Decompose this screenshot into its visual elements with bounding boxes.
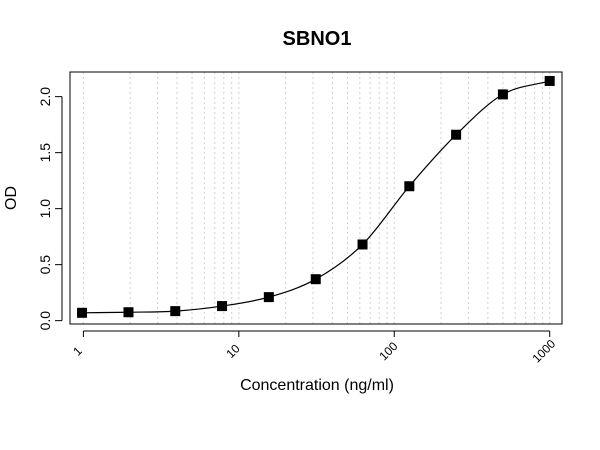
data-point — [357, 239, 368, 250]
data-point — [77, 307, 88, 318]
grid — [82, 72, 551, 324]
data-point — [451, 129, 462, 140]
y-tick-label: 1.5 — [37, 143, 53, 163]
x-tick-label: 100 — [376, 339, 400, 363]
data-point — [263, 292, 274, 303]
y-tick-label: 0.5 — [37, 255, 53, 275]
chart-title: SBNO1 — [283, 28, 352, 50]
data-point — [170, 306, 181, 317]
x-tick-label: 1 — [70, 344, 85, 359]
x-tick-label: 1000 — [529, 337, 558, 366]
data-point — [497, 89, 508, 100]
y-tick-label: 0.0 — [37, 311, 53, 331]
data-point — [217, 301, 228, 312]
data-points — [77, 75, 555, 318]
y-tick-label: 2.0 — [37, 87, 53, 107]
data-point — [310, 274, 321, 285]
data-point — [123, 307, 134, 318]
x-axis-label: Concentration (ng/ml) — [240, 377, 394, 394]
plot-frame — [69, 71, 563, 325]
data-point — [544, 75, 555, 86]
x-tick-label: 10 — [223, 341, 243, 361]
y-tick-label: 1.0 — [37, 199, 53, 219]
y-axis-label: OD — [3, 186, 20, 210]
data-point — [404, 181, 415, 192]
